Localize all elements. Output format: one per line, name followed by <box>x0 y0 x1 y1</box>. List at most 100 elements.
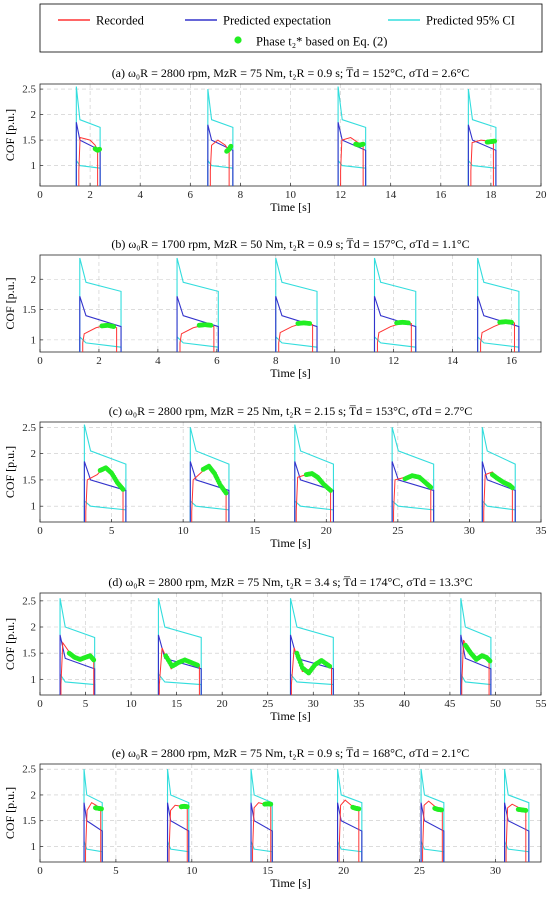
x-tick-label: 15 <box>171 698 183 710</box>
x-tick-label: 30 <box>464 525 476 537</box>
x-tick-label: 15 <box>249 525 261 537</box>
panel-title: (e) ω₀R = 2800 rpm, MzR = 75 Nm, t₂R = 0… <box>112 746 470 760</box>
ci-lower-line <box>481 499 516 522</box>
recorded-line <box>168 804 188 862</box>
x-tick-label: 35 <box>536 525 548 537</box>
y-tick-label: 1.5 <box>22 304 36 316</box>
ci-lower-line <box>166 841 190 862</box>
y-tick-label: 1.5 <box>22 815 36 827</box>
y-axis-label: COF [p.u.] <box>3 109 17 161</box>
phase-marker <box>195 662 200 668</box>
phase-marker <box>487 658 493 664</box>
plot-area <box>83 769 530 862</box>
ci-lower-line <box>420 841 445 862</box>
expectation-line <box>275 296 318 352</box>
x-tick-label: 4 <box>155 355 161 367</box>
phase-marker <box>111 324 117 329</box>
ci-lower-line <box>75 158 101 186</box>
expectation-line <box>294 461 334 522</box>
panel-title: (a) ω₀R = 2800 rpm, MzR = 75 Nm, t₂R = 0… <box>112 66 470 80</box>
ci-upper-line <box>176 257 219 352</box>
x-axis-label: Time [s] <box>270 876 311 890</box>
phase-marker <box>97 146 103 152</box>
x-tick-label: 35 <box>353 698 365 710</box>
expectation-line <box>481 461 516 522</box>
ci-lower-line <box>337 841 363 862</box>
x-tick-label: 10 <box>329 355 341 367</box>
expectation-line <box>79 296 122 352</box>
expectation-line <box>467 124 497 186</box>
recorded-line <box>85 466 124 522</box>
x-tick-label: 10 <box>126 698 138 710</box>
recorded-line <box>60 641 95 695</box>
recorded-line <box>85 802 102 862</box>
y-axis-label: COF [p.u.] <box>3 277 17 329</box>
x-tick-label: 18 <box>485 189 497 201</box>
ci-upper-line <box>59 598 96 695</box>
phase-marker <box>356 806 362 812</box>
expectation-line <box>250 802 273 862</box>
phase-marker <box>223 490 229 496</box>
panel-d: (d) ω₀R = 2800 rpm, MzR = 75 Nm, t₂R = 3… <box>3 575 547 723</box>
expectation-line <box>373 296 417 352</box>
x-tick-label: 45 <box>444 698 456 710</box>
panel-title: (d) ω₀R = 2800 rpm, MzR = 75 Nm, t₂R = 3… <box>108 575 472 589</box>
phase-marker <box>120 486 126 492</box>
legend-label: Phase t₂* based on Eq. (2) <box>256 35 387 49</box>
x-tick-label: 0 <box>37 189 43 201</box>
y-axis-label: COF [p.u.] <box>3 618 17 670</box>
x-tick-label: 25 <box>414 865 426 877</box>
x-tick-label: 5 <box>109 525 115 537</box>
ci-lower-line <box>176 335 219 352</box>
axes-box <box>39 763 542 863</box>
x-tick-label: 15 <box>262 865 274 877</box>
ci-upper-line <box>83 769 103 862</box>
phase-marker <box>99 806 104 812</box>
recorded-line <box>470 139 494 186</box>
expectation-line <box>477 296 520 352</box>
expectation-line <box>166 802 190 862</box>
x-tick-label: 12 <box>388 355 399 367</box>
recorded-line <box>295 474 332 522</box>
ci-lower-line <box>391 499 435 522</box>
phase-marker <box>492 138 498 144</box>
panel-b: (b) ω₀R = 1700 rpm, MzR = 50 Nm, t₂R = 0… <box>3 237 542 380</box>
ci-upper-line <box>189 427 230 522</box>
x-tick-label: 5 <box>113 865 119 877</box>
plot-area <box>79 257 520 352</box>
legend-swatch <box>234 36 242 44</box>
recorded-line <box>505 803 527 862</box>
ci-lower-line <box>504 841 530 862</box>
ci-upper-line <box>337 86 367 186</box>
x-tick-label: 0 <box>37 698 43 710</box>
expectation-line <box>504 802 530 862</box>
recorded-line <box>82 324 118 352</box>
y-tick-label: 2.5 <box>22 764 36 776</box>
y-tick-label: 2 <box>31 448 37 460</box>
phase-marker <box>439 807 444 813</box>
axes-box <box>39 254 542 353</box>
legend-label: Predicted 95% CI <box>426 14 515 28</box>
y-tick-label: 1 <box>31 160 37 172</box>
phase-marker <box>327 663 333 669</box>
phase-marker <box>328 488 333 493</box>
recorded-line <box>376 322 412 352</box>
panel-title: (b) ω₀R = 1700 rpm, MzR = 50 Nm, t₂R = 0… <box>111 237 469 251</box>
ci-lower-line <box>477 335 520 352</box>
recorded-line <box>191 464 227 522</box>
panel-c: (c) ω₀R = 2800 rpm, MzR = 25 Nm, t₂R = 2… <box>3 404 547 550</box>
legend: Recorded Predicted expectation Predicted 9… <box>39 3 543 53</box>
ci-upper-line <box>481 427 516 522</box>
phase-marker <box>428 484 434 490</box>
x-tick-label: 14 <box>385 189 397 201</box>
y-tick-label: 2.5 <box>22 84 36 96</box>
x-tick-label: 20 <box>321 525 333 537</box>
expectation-line <box>337 802 363 862</box>
y-tick-label: 2.5 <box>22 422 36 434</box>
expectation-line <box>189 461 230 522</box>
ci-lower-line <box>373 335 417 352</box>
x-tick-label: 16 <box>506 355 518 367</box>
panel-title: (c) ω₀R = 2800 rpm, MzR = 25 Nm, t₂R = 2… <box>109 404 473 418</box>
ci-lower-line <box>157 672 202 695</box>
